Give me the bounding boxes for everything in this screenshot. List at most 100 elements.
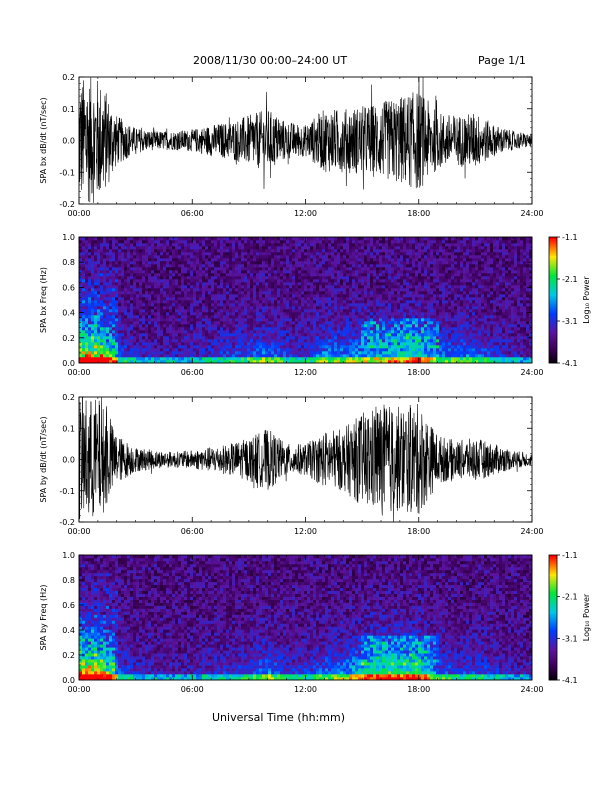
spectrogram-cell — [217, 336, 221, 340]
spectrogram-cell — [373, 249, 377, 253]
spectrogram-cell — [259, 330, 263, 334]
spectrogram-cell — [298, 324, 302, 328]
spectrogram-cell — [406, 360, 410, 364]
spectrogram-cell — [94, 246, 98, 250]
spectrogram-cell — [250, 321, 254, 325]
spectrogram-cell — [421, 279, 425, 283]
spectrogram-cell — [88, 264, 92, 268]
spectrogram-cell — [184, 321, 188, 325]
spectrogram-cell — [271, 324, 275, 328]
spectrogram-cell — [391, 237, 395, 241]
spectrogram-cell — [124, 357, 128, 361]
spectrogram-cell — [379, 291, 383, 295]
spectrogram-cell — [364, 255, 368, 259]
spectrogram-cell — [385, 300, 389, 304]
spectrogram-cell — [391, 252, 395, 256]
spectrogram-cell — [292, 312, 296, 316]
spectrogram-cell — [238, 279, 242, 283]
spectrogram-cell — [409, 315, 413, 319]
spectrogram-cell — [220, 285, 224, 289]
spectrogram-cell — [115, 303, 119, 307]
spectrogram-cell — [415, 282, 419, 286]
spectrogram-cell — [415, 306, 419, 310]
spectrogram-cell — [187, 297, 191, 301]
spectrogram-cell — [139, 264, 143, 268]
spectrogram-cell — [190, 267, 194, 271]
spectrogram-cell — [265, 348, 269, 352]
spectrogram-cell — [214, 324, 218, 328]
spectrogram-cell — [289, 318, 293, 322]
spectrogram-cell — [361, 333, 365, 337]
spectrogram-cell — [307, 312, 311, 316]
spectrogram-cell — [406, 309, 410, 313]
spectrogram-cell — [268, 267, 272, 271]
spectrogram-cell — [115, 261, 119, 265]
spectrogram-cell — [235, 300, 239, 304]
spectrogram-cell — [244, 324, 248, 328]
spectrogram-cell — [241, 297, 245, 301]
spectrogram-cell — [340, 357, 344, 361]
spectrogram-cell — [361, 324, 365, 328]
spectrogram-cell — [295, 336, 299, 340]
spectrogram-cell — [262, 261, 266, 265]
spectrogram-cell — [220, 330, 224, 334]
spectrogram-cell — [229, 354, 233, 358]
spectrogram-cell — [235, 333, 239, 337]
spectrogram-cell — [259, 285, 263, 289]
spectrogram-cell — [358, 252, 362, 256]
spectrogram-cell — [322, 243, 326, 247]
spectrogram-cell — [244, 270, 248, 274]
spectrogram-cell — [118, 288, 122, 292]
spectrogram-cell — [424, 303, 428, 307]
spectrogram-cell — [172, 261, 176, 265]
spectrogram-cell — [79, 261, 83, 265]
spectrogram-cell — [271, 294, 275, 298]
spectrogram-cell — [265, 258, 269, 262]
spectrogram-cell — [391, 267, 395, 271]
spectrogram-cell — [133, 336, 137, 340]
spectrogram-cell — [181, 297, 185, 301]
spectrogram-cell — [139, 270, 143, 274]
spectrogram-cell — [217, 264, 221, 268]
spectrogram-cell — [151, 306, 155, 310]
spectrogram-cell — [112, 261, 116, 265]
spectrogram-cell — [286, 309, 290, 313]
spectrogram-cell — [412, 243, 416, 247]
spectrogram-cell — [229, 291, 233, 295]
spectrogram-cell — [172, 330, 176, 334]
spectrogram-cell — [232, 303, 236, 307]
spectrogram-cell — [202, 336, 206, 340]
spectrogram-cell — [328, 246, 332, 250]
spectrogram-cell — [424, 282, 428, 286]
spectrogram-cell — [295, 303, 299, 307]
spectrogram-cell — [283, 357, 287, 361]
spectrogram-cell — [211, 342, 215, 346]
spectrogram-cell — [415, 300, 419, 304]
spectrogram-cell — [331, 261, 335, 265]
spectrogram-cell — [391, 255, 395, 259]
spectrogram-cell — [226, 306, 230, 310]
spectrogram-cell — [166, 243, 170, 247]
spectrogram-cell — [340, 330, 344, 334]
spectrogram-cell — [364, 351, 368, 355]
spectrogram-cell — [343, 312, 347, 316]
spectrogram-cell — [241, 354, 245, 358]
spectrogram-cell — [319, 324, 323, 328]
spectrogram-cell — [262, 321, 266, 325]
spectrogram-cell — [244, 312, 248, 316]
spectrogram-cell — [289, 246, 293, 250]
spectrogram-cell — [214, 354, 218, 358]
spectrogram-cell — [385, 321, 389, 325]
spectrogram-cell — [316, 282, 320, 286]
spectrogram-cell — [88, 261, 92, 265]
spectrogram-cell — [160, 255, 164, 259]
spectrogram-cell — [244, 249, 248, 253]
spectrogram-cell — [409, 342, 413, 346]
spectrogram-cell — [397, 360, 401, 364]
spectrogram-cell — [124, 252, 128, 256]
spectrogram-cell — [127, 300, 131, 304]
spectrogram-cell — [145, 285, 149, 289]
spectrogram-cell — [97, 291, 101, 295]
spectrogram-cell — [184, 243, 188, 247]
spectrogram-cell — [424, 354, 428, 358]
